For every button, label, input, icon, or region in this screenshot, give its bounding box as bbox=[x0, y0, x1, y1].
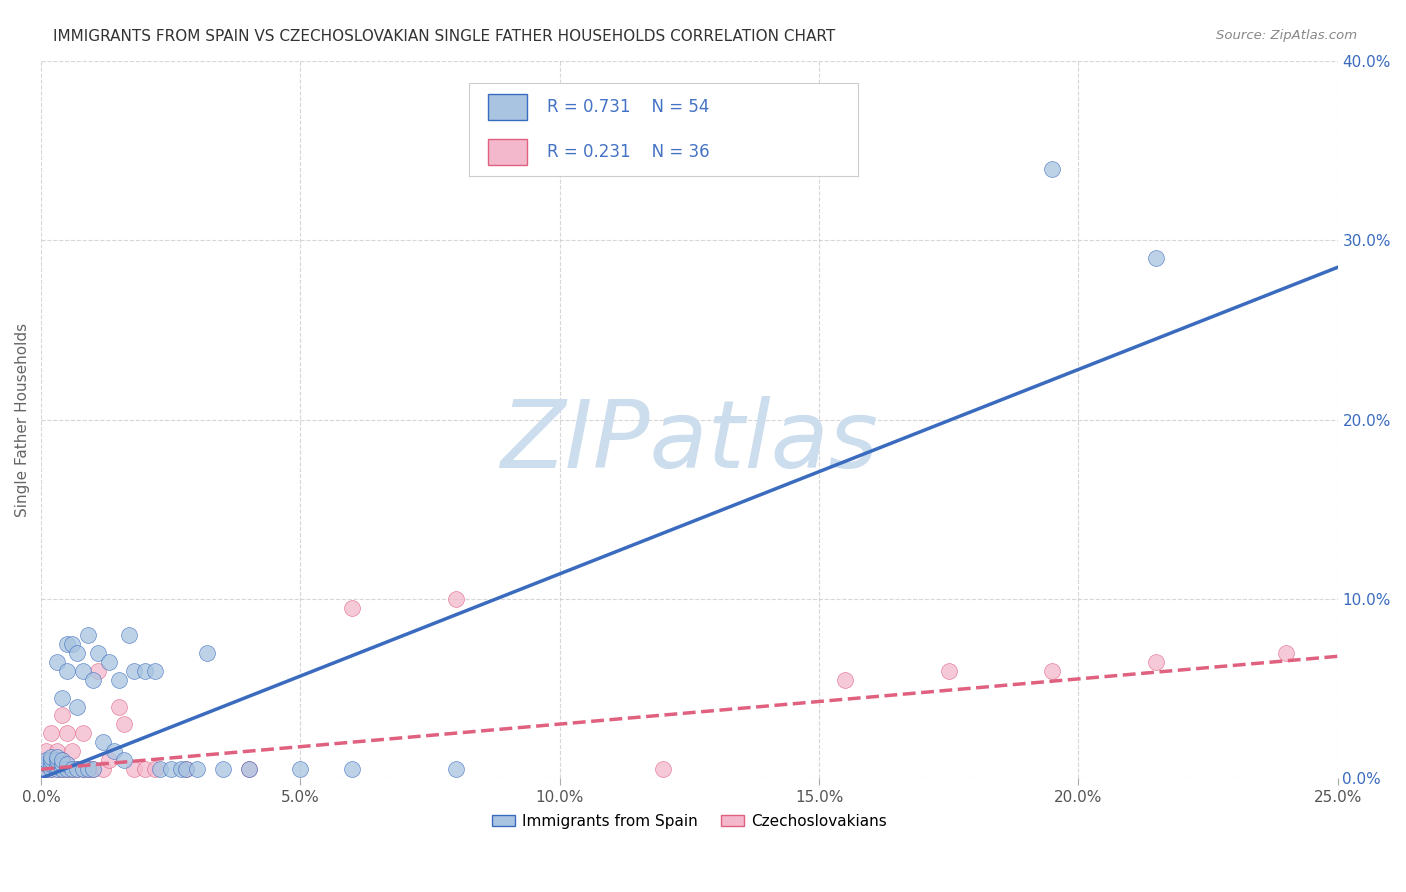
Point bbox=[56, 637, 79, 651]
Point bbox=[159, 762, 181, 776]
Point bbox=[41, 756, 63, 771]
Point bbox=[72, 664, 94, 678]
Point bbox=[56, 756, 79, 771]
Point bbox=[51, 753, 73, 767]
Point bbox=[82, 762, 104, 776]
Point bbox=[45, 753, 67, 767]
Point bbox=[93, 735, 115, 749]
Point bbox=[35, 744, 58, 758]
Point bbox=[35, 762, 58, 776]
Point bbox=[60, 744, 83, 758]
Point bbox=[211, 762, 233, 776]
Point bbox=[35, 756, 58, 771]
Point bbox=[41, 749, 63, 764]
Point bbox=[60, 762, 83, 776]
Point bbox=[51, 708, 73, 723]
Point bbox=[108, 673, 131, 687]
Y-axis label: Single Father Households: Single Father Households bbox=[15, 323, 30, 516]
Point bbox=[134, 762, 156, 776]
Point bbox=[51, 690, 73, 705]
Point bbox=[93, 762, 115, 776]
Point bbox=[124, 762, 146, 776]
Text: ZIPatlas: ZIPatlas bbox=[501, 396, 879, 487]
Point bbox=[66, 699, 89, 714]
Point bbox=[238, 762, 260, 776]
Point bbox=[342, 762, 364, 776]
Point bbox=[143, 762, 166, 776]
Point bbox=[149, 762, 172, 776]
Point bbox=[87, 646, 110, 660]
Point bbox=[51, 756, 73, 771]
Point bbox=[238, 762, 260, 776]
Point bbox=[834, 673, 856, 687]
Point bbox=[35, 762, 58, 776]
Point bbox=[134, 664, 156, 678]
Point bbox=[51, 753, 73, 767]
Point bbox=[143, 664, 166, 678]
Point bbox=[45, 762, 67, 776]
Point bbox=[112, 717, 135, 731]
Point bbox=[1144, 655, 1167, 669]
Point bbox=[76, 762, 98, 776]
Point bbox=[41, 753, 63, 767]
Point bbox=[56, 762, 79, 776]
Point bbox=[45, 762, 67, 776]
Point bbox=[342, 601, 364, 615]
Point bbox=[66, 762, 89, 776]
Point bbox=[66, 762, 89, 776]
Point bbox=[1042, 664, 1064, 678]
Point bbox=[652, 762, 675, 776]
Point bbox=[1274, 646, 1296, 660]
Point bbox=[72, 762, 94, 776]
Point bbox=[176, 762, 198, 776]
Point bbox=[82, 762, 104, 776]
Point bbox=[45, 758, 67, 772]
Legend: Immigrants from Spain, Czechoslovakians: Immigrants from Spain, Czechoslovakians bbox=[485, 808, 893, 835]
Point bbox=[444, 591, 467, 606]
Point bbox=[87, 664, 110, 678]
Point bbox=[72, 762, 94, 776]
Point bbox=[60, 637, 83, 651]
Point bbox=[176, 762, 198, 776]
Text: IMMIGRANTS FROM SPAIN VS CZECHOSLOVAKIAN SINGLE FATHER HOUSEHOLDS CORRELATION CH: IMMIGRANTS FROM SPAIN VS CZECHOSLOVAKIAN… bbox=[53, 29, 835, 44]
Point bbox=[56, 762, 79, 776]
Point bbox=[1144, 252, 1167, 266]
Text: Source: ZipAtlas.com: Source: ZipAtlas.com bbox=[1216, 29, 1357, 42]
Point bbox=[76, 762, 98, 776]
Point bbox=[186, 762, 208, 776]
Point bbox=[56, 726, 79, 740]
Point bbox=[118, 628, 141, 642]
Point bbox=[97, 655, 120, 669]
Point bbox=[124, 664, 146, 678]
Point bbox=[103, 744, 125, 758]
Point bbox=[290, 762, 312, 776]
Point bbox=[35, 753, 58, 767]
Point bbox=[51, 762, 73, 776]
Point bbox=[108, 699, 131, 714]
Point bbox=[60, 762, 83, 776]
Point bbox=[97, 753, 120, 767]
Point bbox=[45, 655, 67, 669]
Point bbox=[66, 646, 89, 660]
Point bbox=[41, 762, 63, 776]
Point bbox=[45, 744, 67, 758]
Point bbox=[195, 646, 218, 660]
Point bbox=[41, 762, 63, 776]
Point bbox=[72, 726, 94, 740]
Point bbox=[444, 762, 467, 776]
Point bbox=[82, 673, 104, 687]
Point bbox=[56, 664, 79, 678]
Point bbox=[170, 762, 193, 776]
Point bbox=[1042, 161, 1064, 176]
Point bbox=[45, 749, 67, 764]
Point bbox=[938, 664, 960, 678]
Point bbox=[51, 762, 73, 776]
Point bbox=[112, 753, 135, 767]
Point bbox=[76, 628, 98, 642]
Point bbox=[41, 726, 63, 740]
